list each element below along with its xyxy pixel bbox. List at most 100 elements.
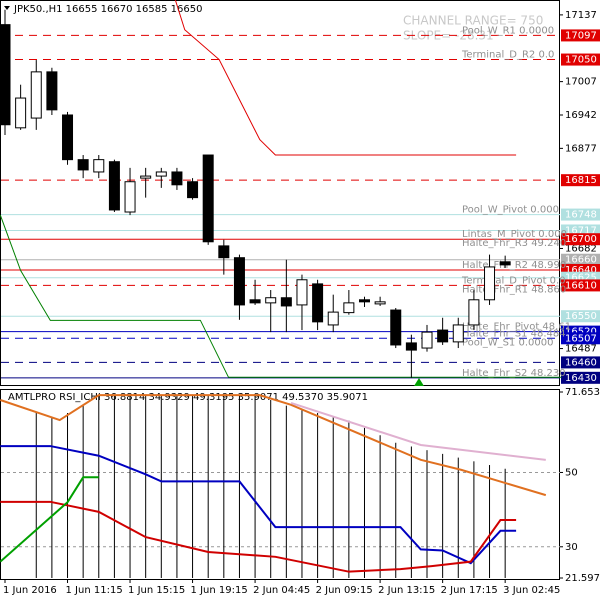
- level-box: [561, 371, 600, 384]
- indicator-line: [0, 445, 517, 565]
- candle-body: [77, 159, 89, 171]
- level-box: [561, 332, 600, 345]
- level-label: 17097: [565, 30, 597, 41]
- candle-body: [374, 301, 386, 305]
- candle-body: [437, 329, 449, 343]
- candle-body: [265, 297, 277, 304]
- y-tick-label: 17007: [565, 77, 597, 88]
- candle-body: [421, 331, 433, 349]
- level-annotation: Halte_Fhr_S1 48.484: [462, 328, 566, 339]
- candle-body: [296, 279, 308, 306]
- level-label: 16507: [565, 333, 597, 344]
- candle-body: [484, 266, 496, 301]
- level-label: 17050: [565, 55, 597, 66]
- level-label: 16550: [565, 311, 597, 322]
- level-annotation: Halte_Fhr_Pivot 48.61: [462, 322, 571, 333]
- indicator-pane-frame: [0, 389, 560, 580]
- y-tick-label: 30: [565, 542, 578, 553]
- y-tick-label: 71.6537: [565, 387, 600, 398]
- candle-body: [124, 181, 136, 213]
- level-label: 16815: [565, 175, 597, 186]
- level-annotation: Halte_Fhr_S2 48.230: [462, 368, 566, 379]
- level-box: [561, 174, 600, 187]
- level-box: [561, 29, 600, 42]
- candle-body: [390, 309, 402, 346]
- symbol-header: JPK50.,H1 16655 16670 16585 16650: [13, 4, 202, 15]
- candle-body: [249, 299, 261, 304]
- level-label: 16640: [565, 265, 597, 276]
- candle-body: [108, 161, 120, 211]
- x-tick-label: 1 Jun 2016: [3, 585, 57, 596]
- candle-body: [171, 171, 183, 186]
- x-tick-label: 2 Jun 09:15: [316, 585, 373, 596]
- level-annotation: Lintas_M_Pivot 0.000: [462, 229, 567, 240]
- level-box: [561, 279, 600, 292]
- candle-body: [140, 175, 152, 179]
- level-box: [561, 356, 600, 369]
- indicator-line: [290, 402, 546, 461]
- y-tick-label: 50: [565, 467, 578, 478]
- x-tick-label: 2 Jun 17:15: [441, 585, 498, 596]
- x-tick-label: 1 Jun 15:15: [128, 585, 185, 596]
- level-annotation: Pool_W_Pivot 0.000: [462, 205, 559, 216]
- level-label: 16748: [565, 210, 597, 221]
- y-tick-label: 16682: [565, 243, 597, 254]
- level-label: 16717: [565, 225, 597, 236]
- level-annotation: Pool_W_S1 0.0000: [462, 337, 553, 348]
- level-annotation: Terminal_D_R2 0.0: [461, 50, 554, 61]
- indicator-line: [0, 476, 99, 563]
- candle-body: [218, 245, 230, 259]
- level-label: 16625: [565, 273, 597, 284]
- candle-body: [468, 299, 480, 326]
- level-label: 16700: [565, 234, 597, 245]
- indicator-line: [0, 500, 517, 573]
- indicator-title: AMTLPRO RSI_ICHI 36.8814 34.9329 49.3195…: [8, 392, 368, 403]
- candle-body: [499, 261, 511, 266]
- slope: SLOPE= -28.31: [403, 29, 494, 43]
- indicator-line: [0, 394, 547, 497]
- x-tick-label: 2 Jun 13:15: [378, 585, 435, 596]
- candle-body: [452, 324, 464, 343]
- level-annotation: Halte_Fhr_R1 48.860: [462, 284, 566, 295]
- channel-line: [174, 0, 517, 156]
- candle-body: [233, 257, 245, 306]
- candle-body: [280, 297, 292, 307]
- price-pane-frame: [0, 0, 560, 386]
- level-box: [561, 53, 600, 66]
- channel-range: CHANNEL RANGE= 750: [403, 14, 543, 28]
- y-tick-label: 16487: [565, 344, 597, 355]
- level-label: 16460: [565, 357, 597, 368]
- level-annotation: Halte_Fhr_R3 49.240: [462, 238, 566, 249]
- y-tick-label: 17137: [565, 10, 597, 21]
- candle-body: [30, 71, 42, 119]
- level-box: [561, 208, 600, 221]
- candle-body: [312, 283, 324, 323]
- candle-body: [187, 181, 199, 199]
- candle-body: [93, 159, 105, 173]
- level-label: 16430: [565, 373, 597, 384]
- y-tick-label: 21.5976: [565, 573, 600, 584]
- candle-body: [327, 311, 339, 326]
- level-box: [561, 233, 600, 246]
- x-tick-label: 1 Jun 19:15: [191, 585, 248, 596]
- candle-body: [15, 97, 27, 129]
- candle-body: [62, 114, 74, 161]
- level-label: 16660: [565, 255, 597, 266]
- candle-body: [405, 342, 417, 351]
- candle-body: [202, 154, 214, 243]
- y-tick-label: 16942: [565, 110, 597, 121]
- channel-line: [0, 214, 562, 378]
- signal-arrow: [414, 378, 424, 386]
- dropdown-arrow[interactable]: [4, 6, 10, 10]
- x-tick-label: 1 Jun 11:15: [66, 585, 123, 596]
- level-annotation: Terminal_D_Pivot 0.0: [461, 275, 566, 286]
- level-annotation: Pool_W_R1 0.0000: [462, 25, 554, 36]
- level-label: 16610: [565, 280, 597, 291]
- candle-body: [358, 299, 370, 303]
- level-annotation: Halte_Fhr_R2 48.990: [462, 260, 566, 271]
- candle-body: [0, 24, 11, 126]
- x-tick-label: 2 Jun 04:45: [253, 585, 310, 596]
- level-label: 16520: [565, 327, 597, 338]
- level-box: [561, 310, 600, 323]
